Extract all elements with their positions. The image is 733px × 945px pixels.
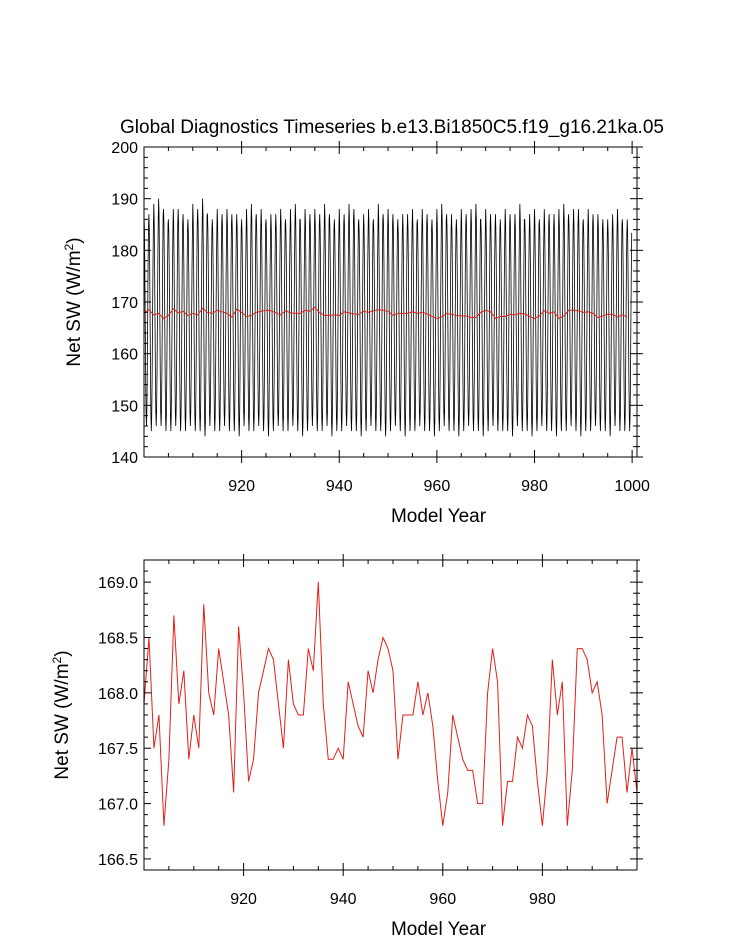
y-tick-label: 168.0 bbox=[98, 686, 138, 703]
y-tick-label: 140 bbox=[111, 450, 138, 467]
bottom-y-axis-label-close: ) bbox=[52, 650, 73, 656]
y-tick-label: 150 bbox=[111, 398, 138, 415]
top-panel-series bbox=[143, 198, 633, 437]
y-tick-label: 166.5 bbox=[98, 852, 138, 869]
top-x-axis-label: Model Year bbox=[391, 506, 487, 527]
top-panel-ticks bbox=[143, 141, 643, 463]
x-tick-label: 1000 bbox=[614, 478, 650, 495]
x-tick-label: 980 bbox=[521, 478, 548, 495]
y-tick-label: 169.0 bbox=[98, 575, 138, 592]
top-y-axis-label-close: ) bbox=[64, 237, 85, 243]
y-tick-label: 168.5 bbox=[98, 631, 138, 648]
x-tick-label: 920 bbox=[228, 478, 255, 495]
x-tick-label: 940 bbox=[326, 478, 353, 495]
y-tick-label: 160 bbox=[111, 347, 138, 364]
series-line-monthly bbox=[143, 198, 633, 437]
bottom-y-axis-label: Net SW (W/m2) bbox=[50, 650, 73, 779]
x-tick-label: 940 bbox=[330, 891, 357, 908]
bottom-panel-tick-labels: 920 940 960 980 166.5 167.0 167.5 168.0 168.5 169… bbox=[98, 575, 556, 908]
y-tick-label: 180 bbox=[111, 243, 138, 260]
top-y-axis-label: Net SW (W/m2) bbox=[62, 237, 85, 366]
top-panel-tick-labels: 920 940 960 980 1000 140 150 160 170 180 190 200 bbox=[111, 140, 650, 495]
bottom-x-axis-label: Model Year bbox=[391, 919, 487, 940]
x-tick-label: 920 bbox=[230, 891, 257, 908]
chart-title: Global Diagnostics Timeseries b.e13.Bi18… bbox=[120, 117, 664, 138]
x-tick-label: 960 bbox=[424, 478, 451, 495]
x-tick-label: 960 bbox=[429, 891, 456, 908]
y-tick-label: 167.5 bbox=[98, 741, 138, 758]
bottom-y-axis-label-sup: 2 bbox=[50, 656, 64, 663]
series-line-annual-mean bbox=[143, 306, 628, 320]
y-tick-label: 167.0 bbox=[98, 797, 138, 814]
bottom-panel: 920 940 960 980 166.5 167.0 167.5 168.0 168.5 169… bbox=[50, 554, 643, 940]
series-line-annual-mean bbox=[143, 582, 638, 826]
top-panel: 920 940 960 980 1000 140 150 160 170 180 190 200 Mo… bbox=[62, 140, 650, 527]
top-y-axis-label-main: Net SW (W/m bbox=[64, 250, 85, 366]
bottom-panel-series bbox=[143, 582, 638, 826]
y-tick-label: 190 bbox=[111, 192, 138, 209]
bottom-panel-ticks bbox=[143, 554, 643, 876]
y-tick-label: 170 bbox=[111, 295, 138, 312]
x-tick-label: 980 bbox=[529, 891, 556, 908]
bottom-y-axis-label-main: Net SW (W/m bbox=[52, 663, 73, 779]
top-y-axis-label-sup: 2 bbox=[62, 243, 76, 250]
y-tick-label: 200 bbox=[111, 140, 138, 157]
